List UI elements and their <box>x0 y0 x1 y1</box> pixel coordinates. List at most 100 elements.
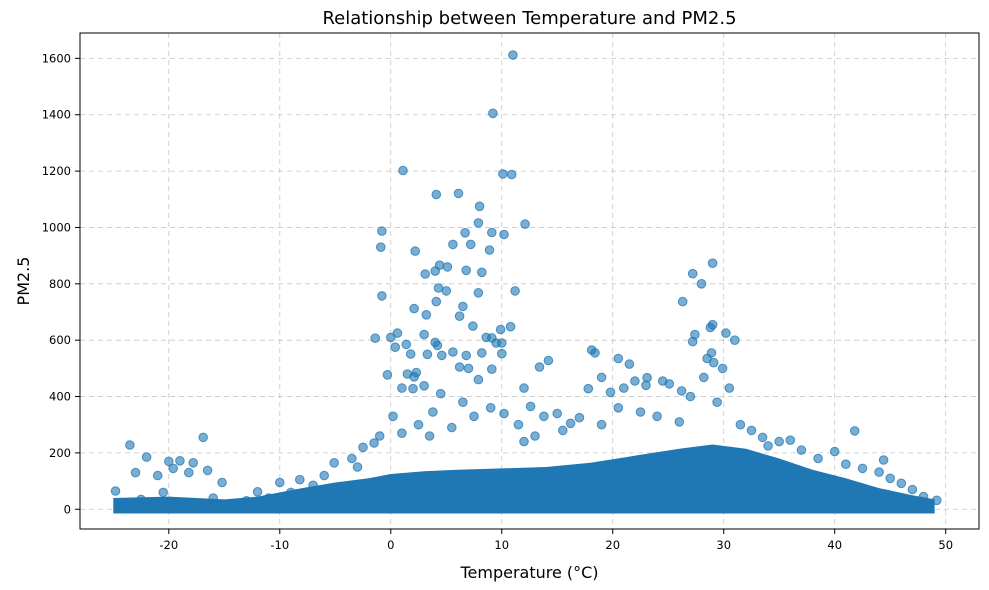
scatter-point <box>857 463 868 474</box>
y-tick-label: 400 <box>49 390 71 404</box>
y-tick-label: 800 <box>49 277 71 291</box>
scatter-point <box>410 246 421 256</box>
x-tick-label: 20 <box>605 538 620 552</box>
scatter-point <box>241 496 252 506</box>
scatter-point <box>508 50 518 60</box>
scatter-point <box>275 477 285 488</box>
scatter-point <box>574 412 585 423</box>
scatter-point <box>481 332 492 343</box>
scatter-point <box>428 407 438 417</box>
scatter-point <box>932 495 942 506</box>
scatter-point <box>377 291 387 301</box>
scatter-point <box>319 470 330 481</box>
chart-title: Relationship between Temperature and PM2… <box>322 8 736 29</box>
scatter-point <box>454 362 465 372</box>
scatter-point <box>543 355 554 366</box>
scatter-point <box>735 419 746 430</box>
scatter-point <box>539 411 549 422</box>
scatter-point <box>390 342 401 353</box>
scatter-point <box>369 438 379 448</box>
scatter-point <box>473 374 484 385</box>
scatter-point <box>433 283 444 293</box>
scatter-point <box>217 477 227 488</box>
scatter-point <box>430 337 441 348</box>
y-tick-label: 1200 <box>42 164 71 178</box>
scatter-point <box>447 422 457 433</box>
scatter-point <box>119 498 130 509</box>
scatter-point <box>152 470 163 481</box>
scatter-point <box>785 435 796 446</box>
scatter-point <box>796 445 807 455</box>
scatter-point <box>878 455 889 465</box>
x-axis-label: Temperature (°C) <box>459 563 598 582</box>
scatter-point <box>487 364 497 375</box>
scatter-point <box>208 493 218 503</box>
scatter-point <box>461 265 472 276</box>
scatter-point <box>558 425 568 436</box>
scatter-point <box>635 407 646 417</box>
scatter-point <box>552 408 563 419</box>
scatter-point <box>712 397 722 408</box>
scatter-point <box>477 348 487 358</box>
scatter-point <box>685 391 696 402</box>
scatter-point <box>885 473 896 484</box>
scatter-point <box>198 432 208 443</box>
scatter-point <box>676 386 687 396</box>
scatter-point <box>435 388 446 399</box>
scatter-point <box>465 239 476 250</box>
scatter-point <box>506 169 517 180</box>
x-tick-label: 40 <box>827 538 842 552</box>
scatter-point <box>829 446 840 457</box>
scatter-point <box>474 201 485 212</box>
scatter-point <box>596 419 607 430</box>
scatter-point <box>705 322 716 333</box>
scatter-point <box>458 301 468 312</box>
scatter-point <box>263 493 274 503</box>
scatter-point <box>641 380 651 391</box>
scatter-point <box>386 332 396 343</box>
scatter-point <box>813 453 823 464</box>
scatter-point <box>448 347 458 357</box>
scatter-point <box>513 419 524 430</box>
scatter-point <box>473 218 484 228</box>
scatter-point <box>696 279 707 289</box>
scatter-point <box>411 367 422 378</box>
scatter-point <box>430 266 441 276</box>
scatter-point <box>401 339 412 350</box>
scatter-point <box>463 363 474 374</box>
scatter-point <box>308 480 318 491</box>
scatter-point <box>613 353 624 364</box>
scatter-point <box>849 426 860 436</box>
scatter-point <box>397 428 407 439</box>
scatter-point <box>874 467 884 477</box>
data-points <box>110 50 942 510</box>
scatter-point <box>499 229 509 240</box>
scatter-point <box>413 419 424 430</box>
scatter-point <box>461 350 472 361</box>
scatter-point <box>188 458 198 468</box>
scatter-point <box>520 219 530 229</box>
scatter-point <box>158 487 168 498</box>
y-tick-label: 200 <box>49 446 71 460</box>
scatter-point <box>458 397 468 408</box>
x-tick-label: 50 <box>938 538 953 552</box>
scatter-point <box>295 474 305 485</box>
scatter-point <box>473 288 484 298</box>
scatter-point <box>136 494 146 505</box>
scatter-point <box>534 362 545 372</box>
x-tick-label: -10 <box>270 538 289 552</box>
scatter-point <box>168 463 178 474</box>
scatter-point <box>677 296 688 307</box>
scatter-point <box>724 383 735 393</box>
axis-ticks: -20 -10 0 10 20 30 40 50 0 200 400 600 800 1000 1200 14… <box>42 51 953 552</box>
scatter-point <box>596 372 607 383</box>
scatter-point <box>358 442 368 453</box>
scatter-point <box>374 431 385 441</box>
scatter-point <box>774 436 785 447</box>
scatter-point <box>664 379 675 389</box>
scatter-point <box>454 311 465 322</box>
scatter-point <box>757 432 768 443</box>
scatter-point <box>485 403 496 413</box>
scatter-point <box>468 321 478 331</box>
scatter-point <box>437 350 447 361</box>
